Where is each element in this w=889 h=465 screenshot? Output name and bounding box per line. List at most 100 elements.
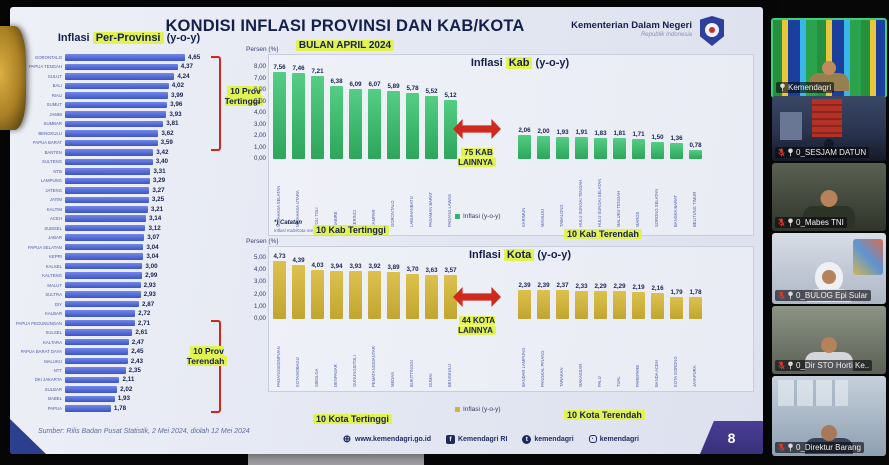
bar-category-label: GORONTALO <box>391 200 396 227</box>
bar-category-label: PALU <box>598 376 603 387</box>
province-row: SULTRA 2,93 <box>16 290 248 299</box>
ministry-name: Kementerian Dalam Negeri <box>571 20 692 31</box>
kota-bar-item: 3,89 MEDAN <box>384 253 403 387</box>
province-value: 3,62 <box>161 129 174 137</box>
video-sidebar: Kemendagri 0_SESJAM DATUN 0_Mabes TNI 0_BUL… <box>770 0 889 465</box>
bar <box>632 139 645 159</box>
bar-value-label: 2,16 <box>651 284 664 292</box>
bar <box>292 73 305 159</box>
participant-tile[interactable]: 0_BULOG Epi Sular <box>772 233 886 304</box>
person-head <box>821 425 837 441</box>
province-value: 2,11 <box>122 376 135 384</box>
footer-link-twitter[interactable]: t kemendagri <box>522 434 574 444</box>
province-row: BABEL 1,93 <box>16 394 248 403</box>
province-value: 3,27 <box>152 186 165 194</box>
footer-links: ⊕ www.kemendagri.go.id f Kemendagri RI t keme… <box>342 434 694 445</box>
province-label: JATIM <box>49 197 62 203</box>
bar-value-label: 2,39 <box>537 281 550 289</box>
province-value: 2,47 <box>131 338 144 346</box>
province-bar <box>65 243 144 251</box>
participant-tile[interactable]: 0_Mabes TNI <box>772 163 886 231</box>
participant-name: 0_SESJAM DATUN <box>796 148 867 157</box>
bar-value-label: 4,03 <box>311 261 324 269</box>
bar <box>670 297 683 319</box>
province-value: 4,02 <box>171 82 184 90</box>
bar-category-label: GUNUNGSITOLI <box>353 355 358 387</box>
participant-name: Kemendagri <box>788 83 832 92</box>
bar-value-label: 2,00 <box>537 128 550 135</box>
kota-bar-item: 3,93 GUNUNGSITOLI <box>346 253 365 387</box>
province-label: JABAR <box>48 235 62 241</box>
y-axis-tick: 3,00 <box>253 120 266 128</box>
province-bar <box>65 82 169 90</box>
bar-value-label: 1,79 <box>670 289 683 297</box>
bar-category-label: PASAMAN BARAT <box>429 192 434 227</box>
bar-category-label: KARIMUN <box>522 207 527 227</box>
province-value: 3,59 <box>160 139 173 147</box>
province-label: PAPUA BARAT DAYA <box>20 349 62 355</box>
participant-tile[interactable]: 0_Direktur Barang <box>772 376 886 456</box>
bar <box>273 261 286 319</box>
province-row: PAPUA TENGAH 4,37 <box>16 62 248 71</box>
bar-value-label: 2,39 <box>518 281 531 289</box>
participant-name: 0_Dir STO Horti Ke.. <box>796 361 870 370</box>
province-bar <box>65 367 126 374</box>
province-row: JATENG 3,27 <box>16 186 248 195</box>
province-value: 3,99 <box>170 91 184 99</box>
province-row: PAPUA SELATAN 3,04 <box>16 243 248 252</box>
bar <box>651 141 664 159</box>
kota-legend-label: Inflasi (y-o-y) <box>463 406 501 413</box>
province-bar <box>65 215 146 222</box>
catatan-title: *) Catatan <box>274 220 303 226</box>
kota-gap-label: 44 KOTA LAINNYA <box>458 316 496 336</box>
y-axis-tick: 1,00 <box>253 302 266 310</box>
province-label: KALSEL <box>45 263 62 269</box>
bar-category-label: BELITUNG TIMUR <box>693 191 698 227</box>
bar-value-label: 7,56 <box>273 64 286 72</box>
bar-category-label: DUMAI <box>429 373 434 388</box>
bar <box>537 136 550 159</box>
pin-icon <box>787 361 794 370</box>
province-bar <box>65 338 129 346</box>
bar <box>651 292 664 319</box>
bar-value-label: 4,39 <box>292 257 305 265</box>
corner-decoration <box>10 419 46 454</box>
kab-low-group: 2,06 KARIMUN 2,00 MAMUJU 1,93 TABALONG 1,91 HUL… <box>515 59 705 227</box>
bar-category-label: MAMUJU <box>541 209 546 227</box>
participant-tile[interactable]: Kemendagri <box>771 18 887 98</box>
bar <box>594 137 607 159</box>
bar-value-label: 1,78 <box>689 289 702 297</box>
footer-link-instagram[interactable]: · kemendagri <box>588 435 639 443</box>
bar-value-label: 3,89 <box>387 263 400 271</box>
source-note: Sumber: Rilis Badan Pusat Statistik, 2 M… <box>38 428 250 435</box>
province-value: 2,71 <box>137 319 151 327</box>
pin-icon <box>787 291 794 300</box>
bar-category-label: MALUKU TENGAH <box>617 191 622 227</box>
bar-value-label: 2,29 <box>594 283 607 291</box>
province-bar <box>65 291 141 298</box>
footer-link-globe[interactable]: ⊕ www.kemendagri.go.id <box>342 434 431 445</box>
bar <box>387 91 400 159</box>
participant-tile[interactable]: 0_SESJAM DATUN <box>772 96 886 161</box>
bar-value-label: 6,07 <box>368 81 381 89</box>
kab-bar-item: 1,71 MAROS <box>629 59 648 227</box>
province-bar <box>65 281 141 289</box>
province-row: KALBAR 2,72 <box>16 309 248 318</box>
participant-name: 0_Mabes TNI <box>796 218 844 227</box>
province-value: 4,37 <box>180 63 193 71</box>
footer-link-facebook[interactable]: f Kemendagri RI <box>445 434 507 444</box>
kab-bar-item: 1,83 HULU SUNGAI SELATAN <box>591 59 610 227</box>
instagram-icon: · <box>588 435 597 443</box>
province-label: KALTENG <box>42 273 62 279</box>
bar <box>406 92 419 159</box>
bar-value-label: 3,94 <box>330 262 343 270</box>
province-label: ACEH <box>50 216 62 222</box>
participant-tile[interactable]: 0_Dir STO Horti Ke.. <box>772 306 886 374</box>
bar-category-label: KOTAMOBAGU <box>296 357 301 387</box>
province-bar <box>65 300 140 308</box>
province-value: 3,81 <box>166 120 179 128</box>
bar-value-label: 5,78 <box>406 84 419 92</box>
province-bar <box>65 329 133 336</box>
bar <box>425 95 438 159</box>
